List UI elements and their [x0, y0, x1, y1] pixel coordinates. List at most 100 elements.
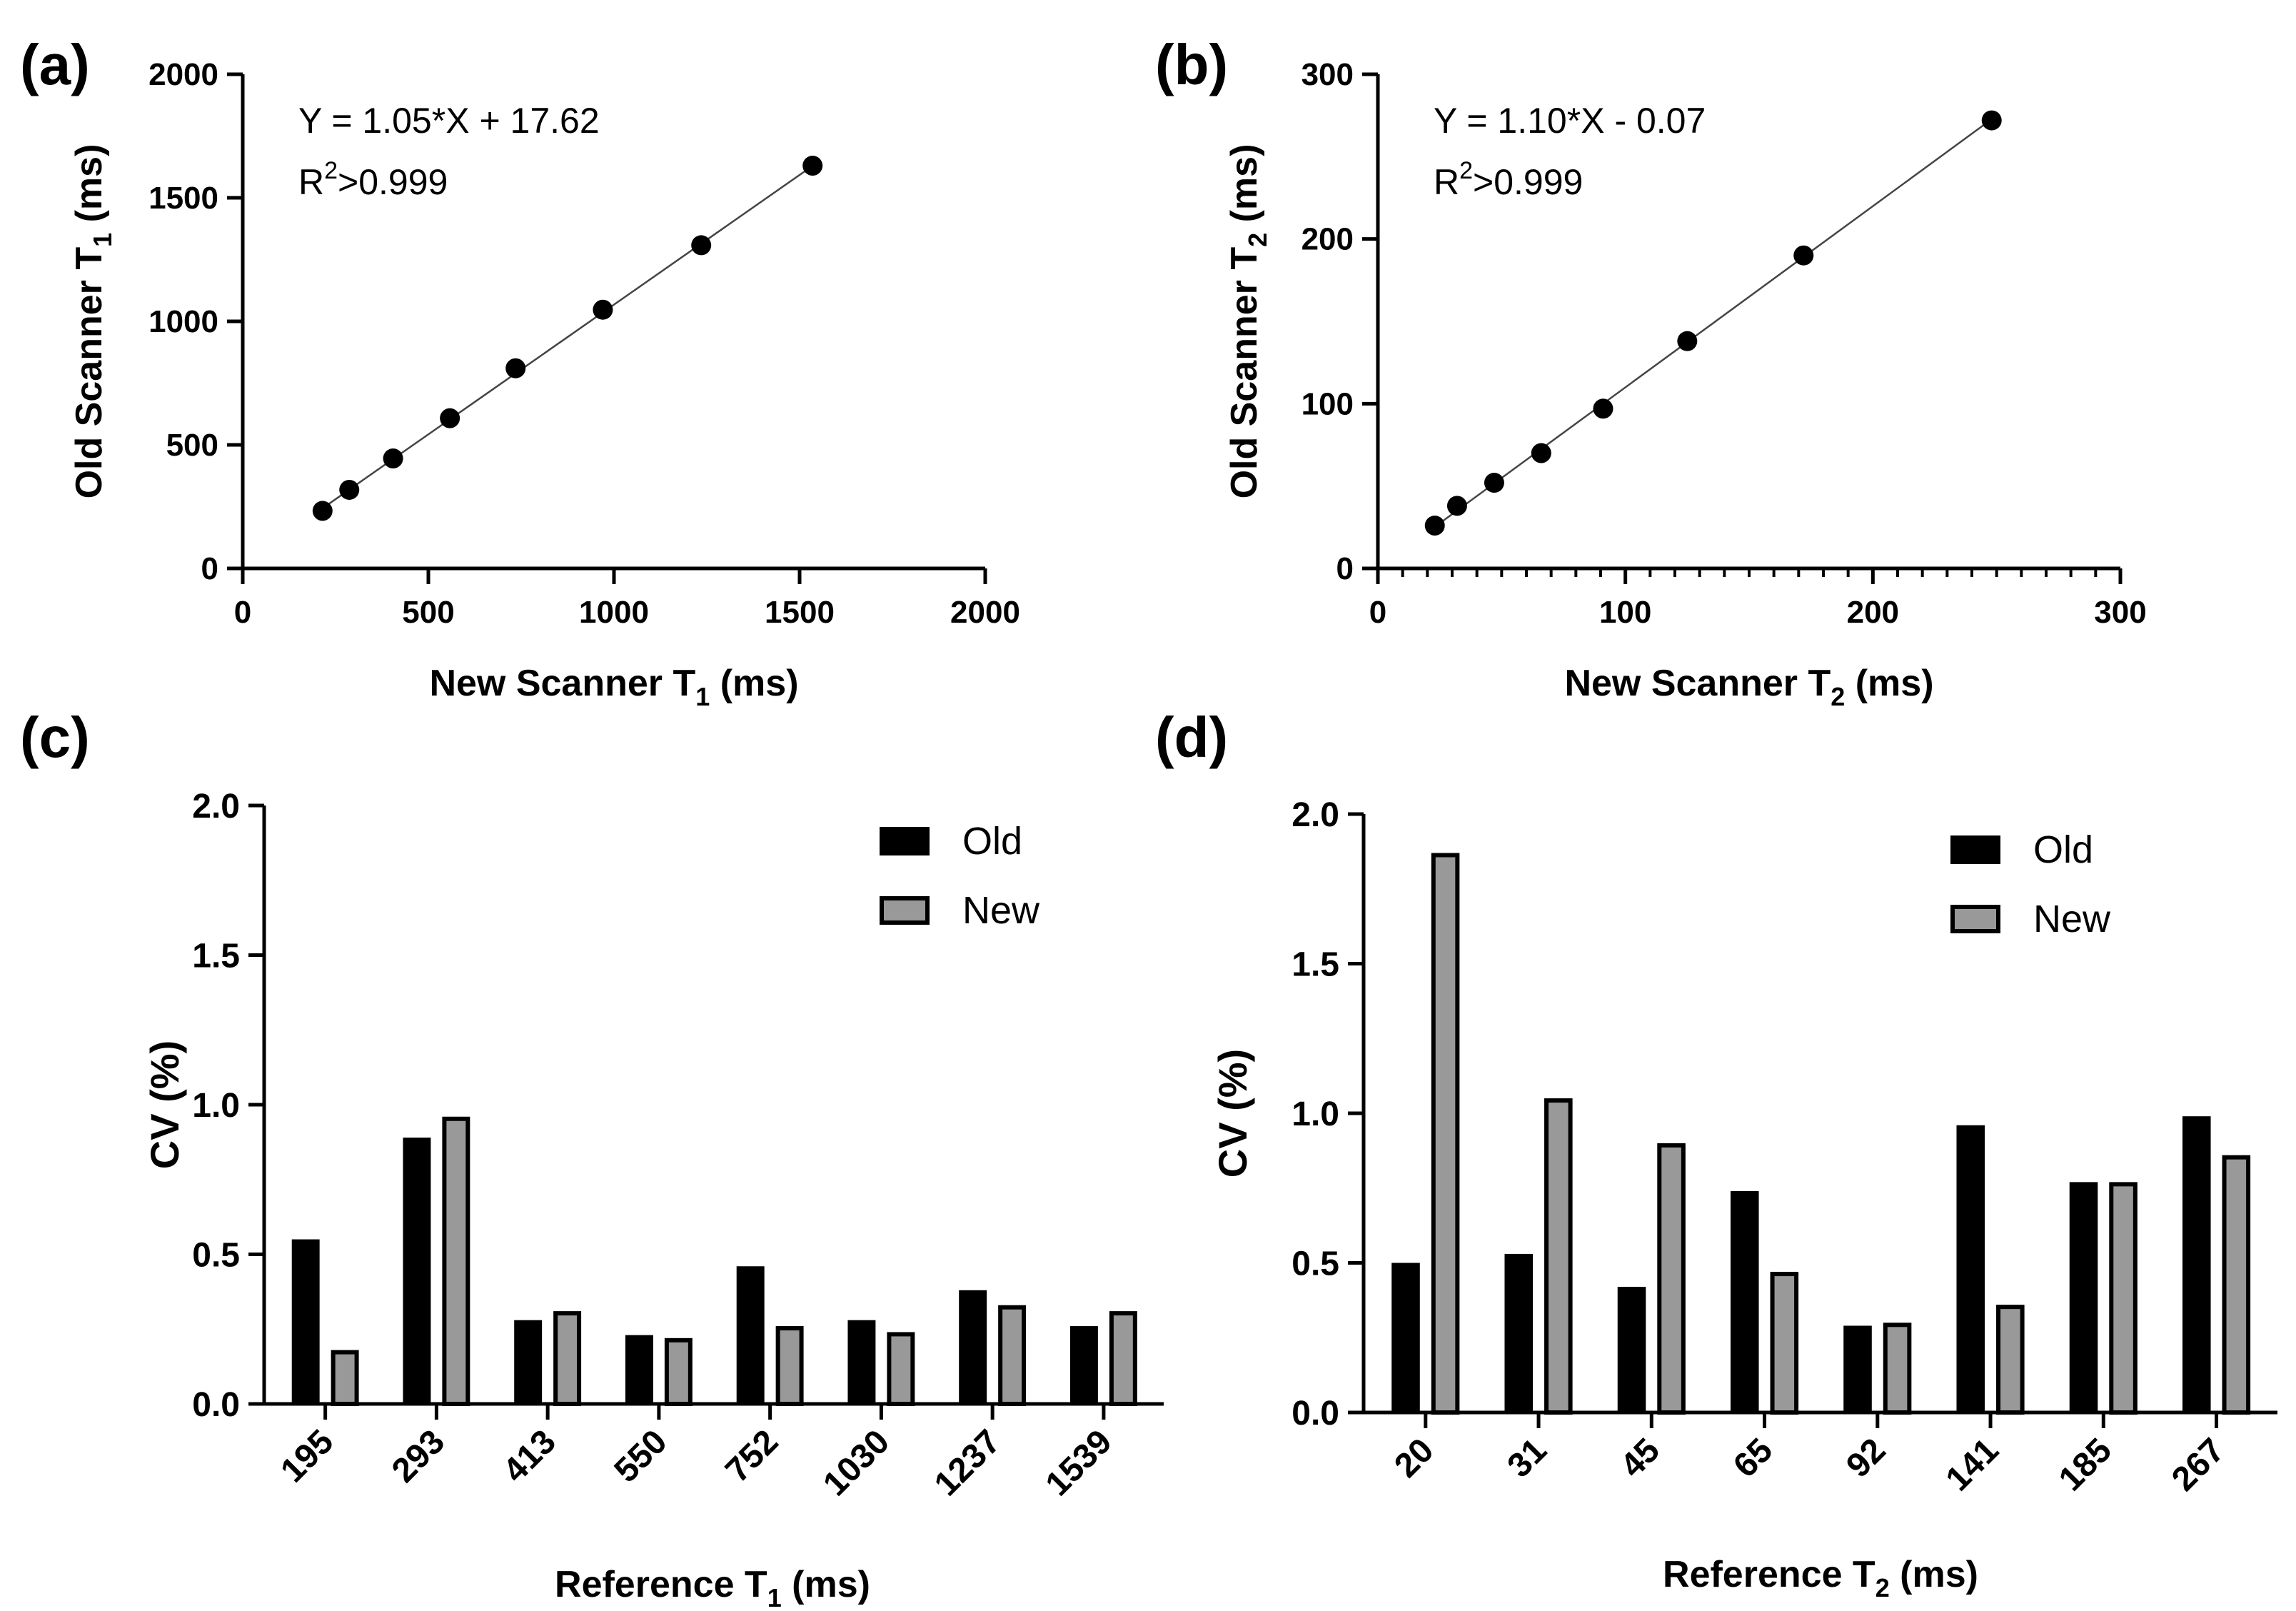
y-axis-label-subscript: 2 [1243, 233, 1272, 247]
y-tick-label: 1500 [148, 181, 218, 216]
x-category-label: 1237 [927, 1422, 1008, 1503]
x-axis-label-main: New Scanner T [429, 663, 695, 704]
x-axis-label: Reference T1 (ms) [555, 1564, 870, 1611]
x-category-label: 1030 [816, 1422, 897, 1503]
x-category-label: 267 [2165, 1431, 2232, 1498]
y-tick-label: 0.0 [192, 1386, 240, 1424]
legend-swatch-old [880, 827, 930, 855]
y-axis-label-unit: (ms) [1224, 144, 1265, 233]
data-point [312, 501, 333, 521]
y-tick-label: 500 [166, 428, 218, 463]
x-tick-label: 0 [1369, 595, 1386, 630]
bar-old [403, 1138, 431, 1404]
y-axis-label: CV (%) [1210, 1049, 1255, 1178]
legend-label-old: Old [962, 820, 1022, 863]
x-tick-label: 0 [234, 595, 251, 630]
y-tick-label: 2.0 [1292, 796, 1339, 834]
fit-equation: Y = 1.05*X + 17.62 [298, 101, 600, 141]
bar-new [2109, 1182, 2138, 1415]
x-category-label: 141 [1939, 1431, 2006, 1498]
data-point [505, 358, 526, 378]
x-axis-label-main: Reference T [1663, 1554, 1875, 1595]
fit-line [1434, 118, 1993, 528]
x-category-label: 92 [1839, 1431, 1893, 1485]
data-point [1424, 516, 1445, 536]
x-category-label: 45 [1613, 1431, 1667, 1485]
panel-label: (b) [1155, 33, 1228, 96]
data-point [802, 156, 823, 176]
x-category-label: 1539 [1039, 1422, 1119, 1503]
y-axis-label-main: Old Scanner T [1224, 247, 1265, 499]
bar-old [2182, 1116, 2211, 1412]
r-squared-value: >0.999 [338, 162, 448, 202]
r-squared-superscript: 2 [1459, 157, 1473, 184]
panel-b-scatter-t2: (b) 0 100 200 300 0 100 200 300 Y = 1.10*X - 0.07… [1155, 33, 2147, 711]
x-axis-label-subscript: 2 [1875, 1573, 1890, 1602]
x-axis-label-unit: (ms) [1845, 663, 1933, 704]
panel-label: (a) [20, 33, 90, 96]
r-squared: R2>0.999 [1434, 157, 1583, 202]
bar-old [847, 1320, 876, 1404]
y-axis-label-unit: (ms) [69, 144, 110, 233]
data-point [1793, 245, 1814, 266]
y-tick-label: 2.0 [192, 788, 240, 825]
data-point [339, 479, 360, 500]
x-axis-label-main: Reference T [555, 1564, 767, 1605]
x-tick-label: 300 [2094, 595, 2146, 630]
x-tick-label: 100 [1599, 595, 1651, 630]
bar-new [1770, 1272, 1799, 1415]
panel-a-scatter-t1: (a) 0 500 1000 1500 2000 0 500 1000 1500 2000 Y = 1… [20, 33, 1020, 711]
x-axis-label-subscript: 1 [695, 682, 710, 711]
bar-new [1657, 1143, 1686, 1415]
y-axis-label-main: Old Scanner T [69, 247, 110, 499]
x-tick-label: 1000 [579, 595, 649, 630]
data-point [383, 448, 403, 469]
legend-label-old: Old [2033, 828, 2093, 871]
fit-equation: Y = 1.10*X - 0.07 [1434, 101, 1706, 141]
r-squared-prefix: R [1434, 162, 1459, 202]
y-tick-label: 1.0 [1292, 1095, 1339, 1133]
bar-new [2222, 1155, 2251, 1415]
panel-c-bar-cv-t1: (c) 195 293 413 550 752 1030 1237 1539 0.0 0.5 1.0 1… [20, 706, 1164, 1611]
x-tick-label: 500 [402, 595, 454, 630]
legend-swatch-old [1950, 835, 2000, 864]
y-tick-label: 0 [1336, 551, 1354, 586]
data-point [1531, 443, 1551, 463]
bar-new [442, 1116, 470, 1406]
bar-new [998, 1305, 1027, 1406]
bar-new [1996, 1305, 2025, 1415]
x-axis-label-subscript: 1 [767, 1583, 782, 1611]
legend-swatch-new [880, 896, 930, 925]
y-tick-label: 100 [1301, 386, 1354, 421]
y-tick-label: 0 [201, 551, 218, 586]
y-tick-label: 0.5 [192, 1237, 240, 1275]
x-axis-label: Reference T2 (ms) [1663, 1554, 1978, 1602]
x-tick-label: 2000 [950, 595, 1020, 630]
x-category-label: 550 [608, 1422, 675, 1490]
x-axis-label-unit: (ms) [710, 663, 798, 704]
r-squared-superscript: 2 [324, 157, 338, 184]
panel-label: (d) [1155, 706, 1228, 769]
data-point [1484, 473, 1504, 493]
x-category-label: 31 [1501, 1431, 1554, 1485]
data-point [593, 299, 613, 320]
x-axis-label: New Scanner T2 (ms) [1564, 663, 1933, 711]
x-axis-label-unit: (ms) [782, 1564, 870, 1605]
y-axis-label: CV (%) [142, 1040, 187, 1169]
y-tick-label: 0.0 [1292, 1395, 1339, 1432]
y-tick-label: 1000 [148, 304, 218, 339]
y-axis-label: Old Scanner T1 (ms) [69, 144, 117, 499]
x-axis-label: New Scanner T1 (ms) [429, 663, 798, 711]
data-point [1981, 110, 2002, 131]
bar-old [1391, 1263, 1420, 1412]
bar-new [1431, 853, 1460, 1415]
x-category-label: 752 [718, 1422, 785, 1490]
bar-new [1109, 1311, 1137, 1406]
y-tick-label: 1.5 [192, 938, 240, 975]
y-tick-label: 300 [1301, 57, 1354, 92]
r-squared: R2>0.999 [298, 157, 448, 202]
x-category-label: 20 [1387, 1431, 1441, 1485]
x-axis-label-unit: (ms) [1890, 1554, 1978, 1595]
bar-new [887, 1332, 915, 1406]
y-tick-label: 200 [1301, 222, 1354, 257]
